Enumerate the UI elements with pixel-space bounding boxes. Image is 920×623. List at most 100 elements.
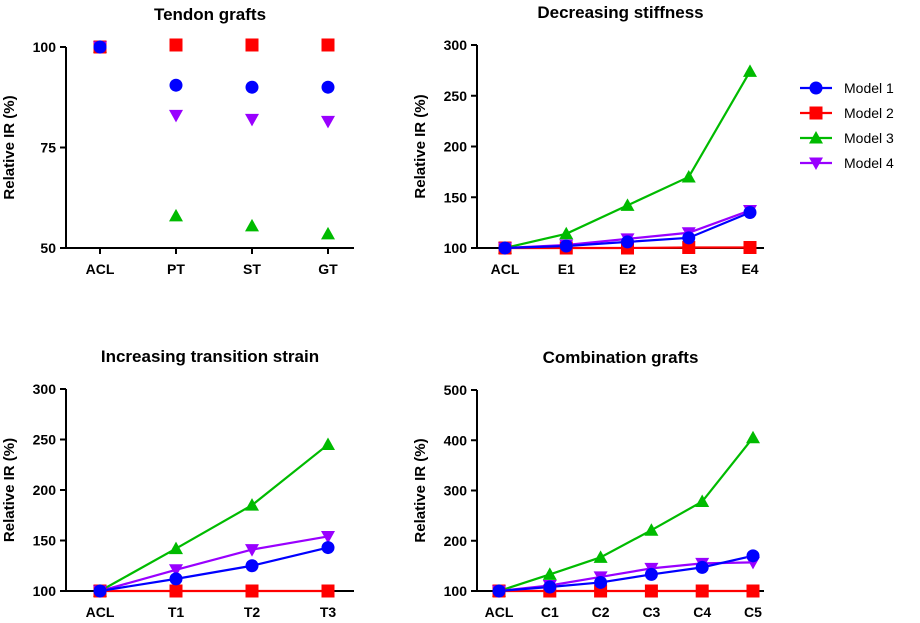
chart-panel-increasing-transition-strain: Increasing transition strain Relative IR … (1, 347, 354, 620)
chart-panel-decreasing-stiffness: Decreasing stiffness Relative IR (%) 100 15… (412, 3, 764, 277)
chart-title: Increasing transition strain (101, 347, 319, 366)
y-tick-label: 75 (40, 140, 56, 156)
data-point-model-1 (93, 584, 107, 598)
y-tick-label: 250 (33, 432, 57, 448)
chart-title: Decreasing stiffness (537, 3, 703, 22)
data-point-model-3 (245, 498, 259, 511)
y-tick-label: 150 (444, 189, 468, 205)
data-point-model-4 (245, 113, 259, 127)
data-point-model-4 (169, 109, 183, 123)
data-point-model-3 (593, 550, 608, 563)
data-point-model-1 (498, 241, 512, 255)
data-point-model-3 (321, 437, 335, 451)
series-line-model-4 (99, 535, 329, 593)
data-point-model-4 (245, 544, 259, 557)
data-point-model-2 (321, 38, 335, 52)
y-axis-label: Relative IR (%) (412, 438, 429, 542)
y-tick-label: 500 (444, 382, 468, 398)
data-point-model-3 (542, 567, 557, 580)
x-tick-label: E3 (680, 261, 697, 277)
data-point-model-1 (321, 541, 335, 555)
x-tick-label: C5 (744, 604, 762, 620)
data-point-model-2 (746, 584, 760, 598)
data-point-model-3 (245, 218, 259, 232)
y-tick-label: 200 (33, 482, 57, 498)
data-point-model-2 (245, 38, 259, 52)
legend-marker-model-4 (809, 157, 823, 170)
data-point-model-2 (695, 584, 709, 598)
chart-title: Tendon grafts (154, 5, 266, 24)
series-line-model-3 (99, 443, 329, 592)
series-line-model-4 (498, 561, 754, 593)
y-tick-label: 200 (444, 533, 468, 549)
legend-marker-model-2 (809, 106, 823, 120)
data-point-model-1 (543, 580, 557, 594)
y-tick-label: 100 (444, 583, 468, 599)
data-point-model-2 (743, 240, 757, 254)
data-point-model-4 (169, 564, 183, 577)
data-point-model-3 (169, 208, 183, 222)
data-point-model-1 (245, 80, 259, 94)
x-tick-label: E2 (619, 261, 636, 277)
y-tick-label: 100 (33, 39, 57, 55)
x-tick-label: ACL (86, 261, 115, 277)
legend-item-model-2: Model 2 (800, 105, 894, 121)
x-tick-label: C4 (693, 604, 711, 620)
data-point-model-3 (620, 198, 635, 211)
y-tick-label: 150 (33, 533, 57, 549)
data-point-model-1 (93, 40, 107, 54)
legend: Model 1 Model 2 Model 3 Model 4 (800, 80, 894, 171)
legend-item-model-4: Model 4 (800, 155, 894, 171)
y-tick-label: 50 (40, 240, 56, 256)
data-point-model-2 (169, 584, 183, 598)
legend-label: Model 2 (844, 105, 894, 121)
legend-label: Model 3 (844, 130, 894, 146)
x-tick-label: E1 (558, 261, 575, 277)
series-line-model-1 (498, 554, 754, 593)
x-tick-label: PT (167, 261, 185, 277)
chart-panel-tendon-grafts: Tendon grafts Relative IR (%) 50 75 100 ACL PT… (1, 5, 354, 277)
x-tick-label: T2 (244, 604, 261, 620)
chart-panel-combination-grafts: Combination grafts Relative IR (%) 100 200 3… (412, 348, 764, 620)
data-point-model-2 (169, 38, 183, 52)
y-tick-label: 300 (444, 483, 468, 499)
chart-title: Combination grafts (543, 348, 699, 367)
data-point-model-1 (644, 567, 658, 581)
data-point-model-1 (169, 78, 183, 92)
data-point-model-2 (644, 584, 658, 598)
data-point-model-4 (321, 115, 335, 129)
data-point-model-4 (321, 530, 335, 544)
data-point-model-1 (321, 80, 335, 94)
legend-label: Model 1 (844, 80, 894, 96)
data-point-model-1 (559, 239, 573, 253)
data-point-model-1 (594, 575, 608, 589)
data-point-model-1 (695, 560, 709, 574)
y-tick-label: 100 (33, 583, 57, 599)
data-point-model-3 (169, 541, 183, 555)
series-line-model-1 (99, 546, 329, 593)
y-axis-label: Relative IR (%) (1, 438, 18, 542)
x-tick-label: GT (318, 261, 338, 277)
x-tick-label: C3 (642, 604, 660, 620)
x-tick-label: ACL (485, 604, 514, 620)
legend-marker-model-1 (809, 81, 823, 95)
data-point-model-1 (743, 205, 757, 219)
x-tick-label: T1 (168, 604, 185, 620)
y-tick-label: 200 (444, 139, 468, 155)
legend-item-model-1: Model 1 (800, 80, 894, 96)
data-point-model-3 (321, 226, 335, 240)
y-tick-label: 100 (444, 240, 468, 256)
data-point-model-1 (245, 559, 259, 573)
data-point-model-3 (644, 523, 659, 536)
y-tick-label: 300 (33, 381, 57, 397)
legend-marker-model-3 (809, 131, 823, 144)
x-tick-label: E4 (741, 261, 758, 277)
x-tick-label: ST (243, 261, 261, 277)
data-point-model-1 (682, 231, 696, 245)
data-point-model-3 (743, 64, 757, 77)
y-axis-label: Relative IR (%) (1, 95, 18, 199)
legend-label: Model 4 (844, 155, 894, 171)
x-tick-label: ACL (491, 261, 520, 277)
data-point-model-1 (169, 572, 183, 586)
